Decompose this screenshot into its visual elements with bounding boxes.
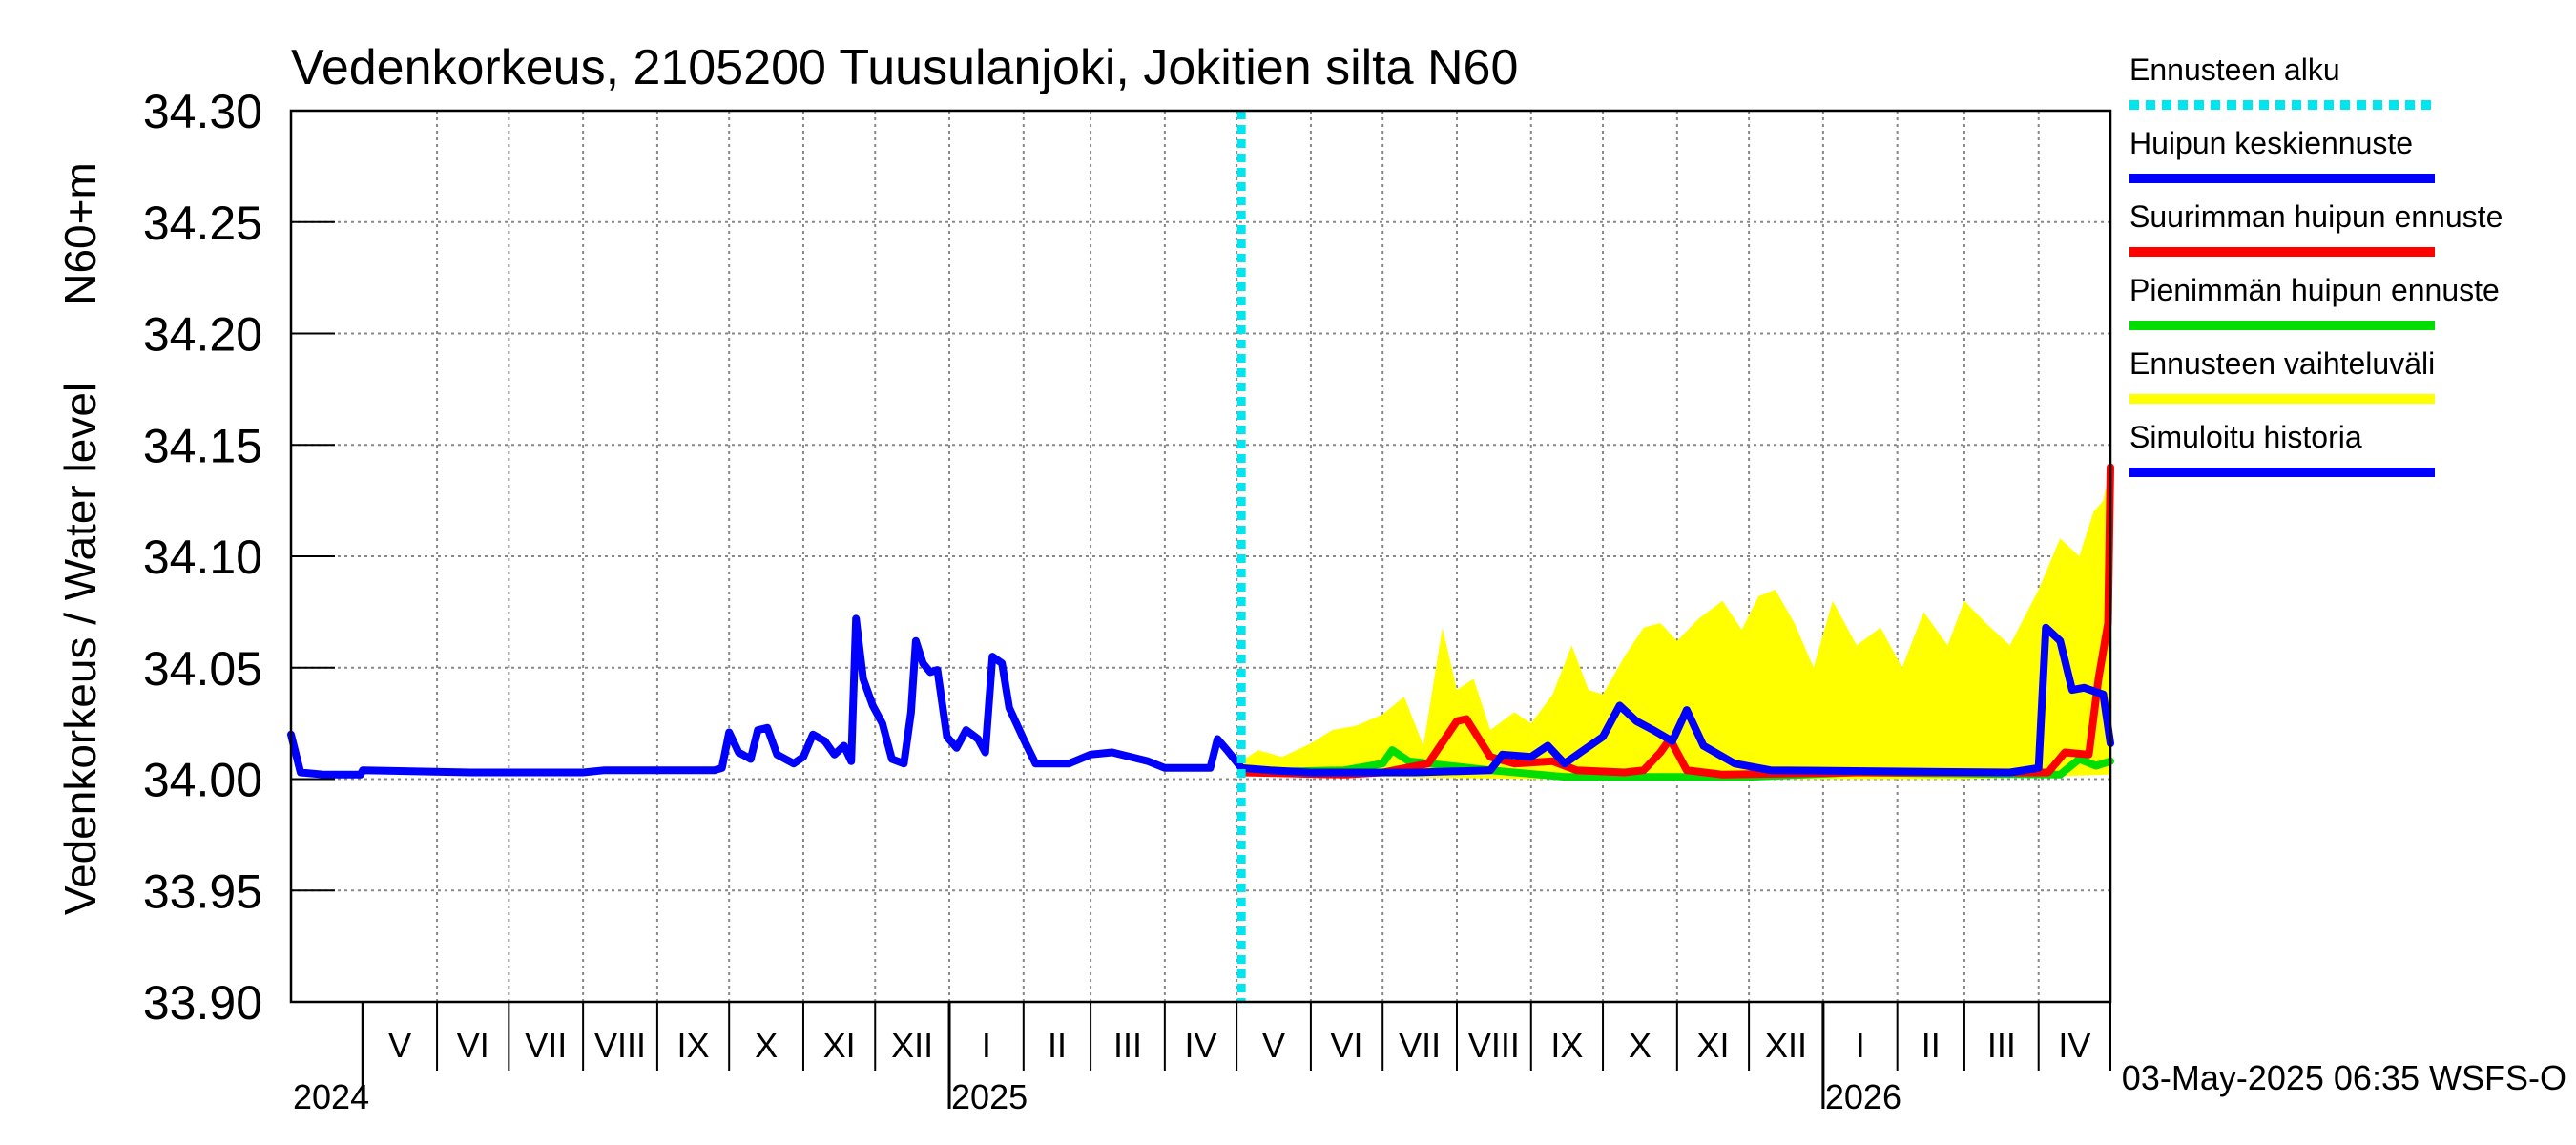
month-label: XI [1696, 1026, 1729, 1065]
forecast-range-area [1241, 467, 2110, 780]
month-label: X [755, 1026, 778, 1065]
legend-label: Pienimmän huipun ennuste [2129, 273, 2500, 307]
chart-title: Vedenkorkeus, 2105200 Tuusulanjoki, Joki… [291, 40, 1518, 95]
month-label: X [1629, 1026, 1652, 1065]
series-layer [287, 463, 2114, 781]
y-tick-label: 34.00 [143, 754, 262, 807]
y-tick-label: 33.95 [143, 864, 262, 918]
month-label: II [1922, 1026, 1941, 1065]
y-tick-label: 34.15 [143, 419, 262, 472]
month-label: IX [677, 1026, 710, 1065]
month-label: VII [525, 1026, 567, 1065]
y-axis-label: Vedenkorkeus / Water level [55, 383, 105, 915]
month-label: VII [1399, 1026, 1441, 1065]
y-tick-label: 33.90 [143, 976, 262, 1030]
month-label: II [1048, 1026, 1067, 1065]
month-label: VIII [1468, 1026, 1520, 1065]
plot-frame [289, 109, 2112, 1004]
series-line [1237, 623, 2114, 777]
month-label: V [1262, 1026, 1285, 1065]
series-line [1237, 463, 2114, 779]
month-label: IX [1550, 1026, 1583, 1065]
month-label: IV [2058, 1026, 2090, 1065]
month-label: VI [457, 1026, 489, 1065]
legend-label: Simuloitu historia [2129, 420, 2362, 454]
series-line [1237, 746, 2114, 781]
timestamp-label: 03-May-2025 06:35 WSFS-O [2122, 1058, 2566, 1097]
y-axis-unit: N60+m [55, 162, 105, 305]
month-label: XI [823, 1026, 856, 1065]
month-label: V [388, 1026, 411, 1065]
y-tick-label: 34.05 [143, 642, 262, 696]
y-tick-label: 34.20 [143, 308, 262, 362]
y-tick-label: 34.30 [143, 85, 262, 138]
legend-label: Ennusteen alku [2129, 52, 2340, 87]
y-tick-label: 34.10 [143, 531, 262, 584]
month-label: VI [1331, 1026, 1363, 1065]
series-line [287, 614, 1246, 779]
legend-label: Ennusteen vaihteluväli [2129, 346, 2435, 381]
month-label: I [982, 1026, 991, 1065]
forecast-band-layer [1241, 467, 2110, 780]
month-label: XII [1765, 1026, 1807, 1065]
month-label: III [1987, 1026, 2016, 1065]
axis-layer: 34.30 34.25 34.20 34.15 34.10 34.05 34.00 33.95… [143, 85, 2112, 1116]
year-label: 2026 [1825, 1077, 1901, 1116]
month-label: XII [891, 1026, 933, 1065]
legend-label: Huipun keskiennuste [2129, 126, 2413, 160]
year-label: 2024 [293, 1077, 369, 1116]
y-tick-label: 34.25 [143, 197, 262, 250]
legend: Ennusteen alku Huipun keskiennuste Suurimm… [2129, 52, 2503, 477]
month-label: III [1113, 1026, 1142, 1065]
month-label: IV [1184, 1026, 1216, 1065]
year-label: 2025 [951, 1077, 1028, 1116]
month-label: VIII [594, 1026, 646, 1065]
month-label: I [1856, 1026, 1865, 1065]
legend-label: Suurimman huipun ennuste [2129, 199, 2503, 234]
